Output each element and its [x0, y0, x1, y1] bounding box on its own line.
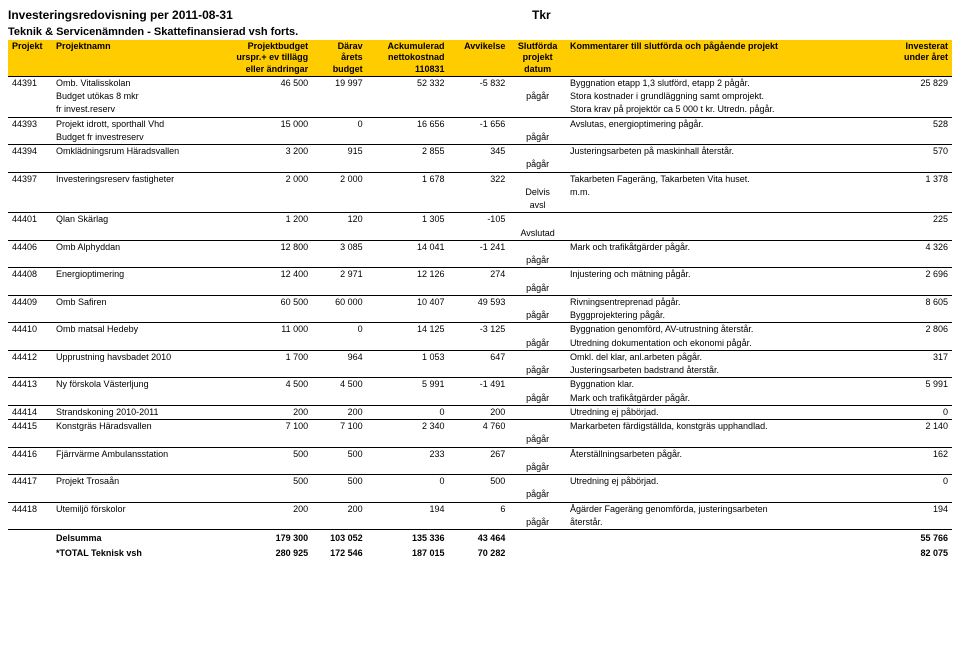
col-avv: Avvikelse: [449, 40, 510, 76]
investment-table: Projekt Projektnamn Projektbudget urspr.…: [8, 40, 952, 561]
table-row: Budget fr investreservpågår: [8, 131, 952, 144]
table-row: 44406Omb Alphyddan12 8003 08514 041-1 24…: [8, 240, 952, 254]
table-row: pågårByggprojektering pågår.: [8, 309, 952, 322]
table-row: pågåråterstår.: [8, 516, 952, 529]
header-row: Projekt Projektnamn Projektbudget urspr.…: [8, 40, 952, 76]
table-row: 44415Konstgräs Häradsvallen7 1007 1002 3…: [8, 420, 952, 434]
table-row: 44409Omb Safiren60 50060 00010 40749 593…: [8, 295, 952, 309]
table-row: pågår: [8, 282, 952, 295]
table-row: 44416Fjärrvärme Ambulansstation500500233…: [8, 447, 952, 461]
col-komm: Kommentarer till slutförda och pågående …: [566, 40, 881, 76]
table-row: 44418Utemiljö förskolor2002001946Ågärder…: [8, 502, 952, 516]
col-projektnamn: Projektnamn: [52, 40, 230, 76]
table-row: Delvism.m.: [8, 186, 952, 199]
col-ack: Ackumulerad nettokostnad 110831: [367, 40, 449, 76]
table-row: Avslutad: [8, 227, 952, 240]
table-row: pågår: [8, 158, 952, 171]
table-row: 44410Omb matsal Hedeby11 000014 125-3 12…: [8, 323, 952, 337]
table-row: 44394Omklädningsrum Häradsvallen3 200915…: [8, 145, 952, 159]
col-slut: Slutförda projekt datum: [509, 40, 566, 76]
total-row: *TOTAL Teknisk vsh280 925172 546187 0157…: [8, 545, 952, 560]
table-row: pågår: [8, 461, 952, 474]
table-row: pågår: [8, 254, 952, 267]
table-row: 44397Investeringsreserv fastigheter2 000…: [8, 172, 952, 186]
table-row: 44401Qlan Skärlag1 2001201 305-105225: [8, 213, 952, 227]
table-row: pågår: [8, 433, 952, 446]
table-row: pågår: [8, 488, 952, 501]
col-inv: Investerat under året: [881, 40, 952, 76]
table-row: 44417Projekt Trosaån5005000500Utredning …: [8, 475, 952, 489]
title-unit: Tkr: [532, 8, 952, 22]
col-darav: Därav årets budget: [312, 40, 367, 76]
table-row: pågårUtredning dokumentation och ekonomi…: [8, 337, 952, 350]
table-row: 44413Ny förskola Västerljung4 5004 5005 …: [8, 378, 952, 392]
table-row: 44414Strandskoning 2010-20112002000200Ut…: [8, 405, 952, 419]
table-row: 44391Omb. Vitalisskolan46 50019 99752 33…: [8, 76, 952, 90]
table-row: pågårJusteringsarbeten badstrand återstå…: [8, 364, 952, 377]
title-left: Investeringsredovisning per 2011-08-31: [8, 8, 532, 22]
table-row: 44393Projekt idrott, sporthall Vhd15 000…: [8, 117, 952, 131]
table-row: pågårMark och trafikåtgärder pågår.: [8, 392, 952, 405]
delsumma-row: Delsumma179 300103 052135 33643 46455 76…: [8, 530, 952, 546]
table-row: avsl: [8, 199, 952, 212]
table-row: 44412Upprustning havsbadet 20101 7009641…: [8, 350, 952, 364]
table-row: 44408Energioptimering12 4002 97112 12627…: [8, 268, 952, 282]
table-row: fr invest.reservStora krav på projektör …: [8, 103, 952, 116]
table-row: Budget utökas 8 mkrpågårStora kostnader …: [8, 90, 952, 103]
col-projekt: Projekt: [8, 40, 52, 76]
subtitle: Teknik & Servicenämnden - Skattefinansie…: [8, 26, 952, 38]
col-budget: Projektbudget urspr.+ ev tillägg eller ä…: [230, 40, 312, 76]
report-title: Investeringsredovisning per 2011-08-31 T…: [8, 8, 952, 22]
